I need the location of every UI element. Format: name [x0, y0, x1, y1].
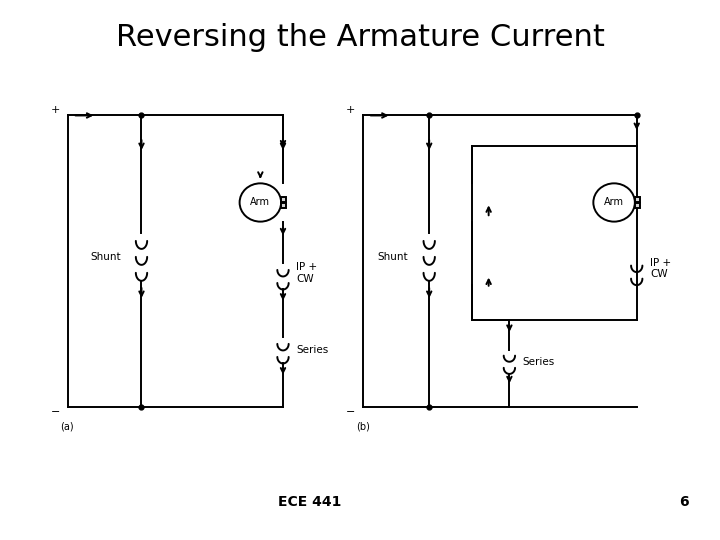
Text: +: + — [346, 105, 356, 115]
Bar — [635, 197, 640, 201]
Text: (a): (a) — [60, 421, 74, 431]
Text: IP +
CW: IP + CW — [296, 262, 318, 284]
Text: ECE 441: ECE 441 — [278, 495, 341, 509]
Text: Reversing the Armature Current: Reversing the Armature Current — [116, 23, 604, 52]
Text: Series: Series — [523, 357, 555, 367]
Text: −: − — [346, 407, 356, 417]
Circle shape — [240, 184, 281, 221]
Text: −: − — [51, 407, 60, 417]
Text: Arm: Arm — [604, 198, 624, 207]
Text: Series: Series — [296, 346, 328, 355]
Bar — [281, 197, 287, 201]
Bar — [635, 204, 640, 208]
Text: 6: 6 — [679, 495, 689, 509]
Text: (b): (b) — [356, 421, 369, 431]
Text: IP +
CW: IP + CW — [650, 258, 671, 279]
Text: Arm: Arm — [251, 198, 270, 207]
Bar — [281, 204, 287, 208]
Text: +: + — [51, 105, 60, 115]
Text: Shunt: Shunt — [90, 252, 121, 262]
Text: Shunt: Shunt — [378, 252, 408, 262]
Circle shape — [593, 184, 635, 221]
